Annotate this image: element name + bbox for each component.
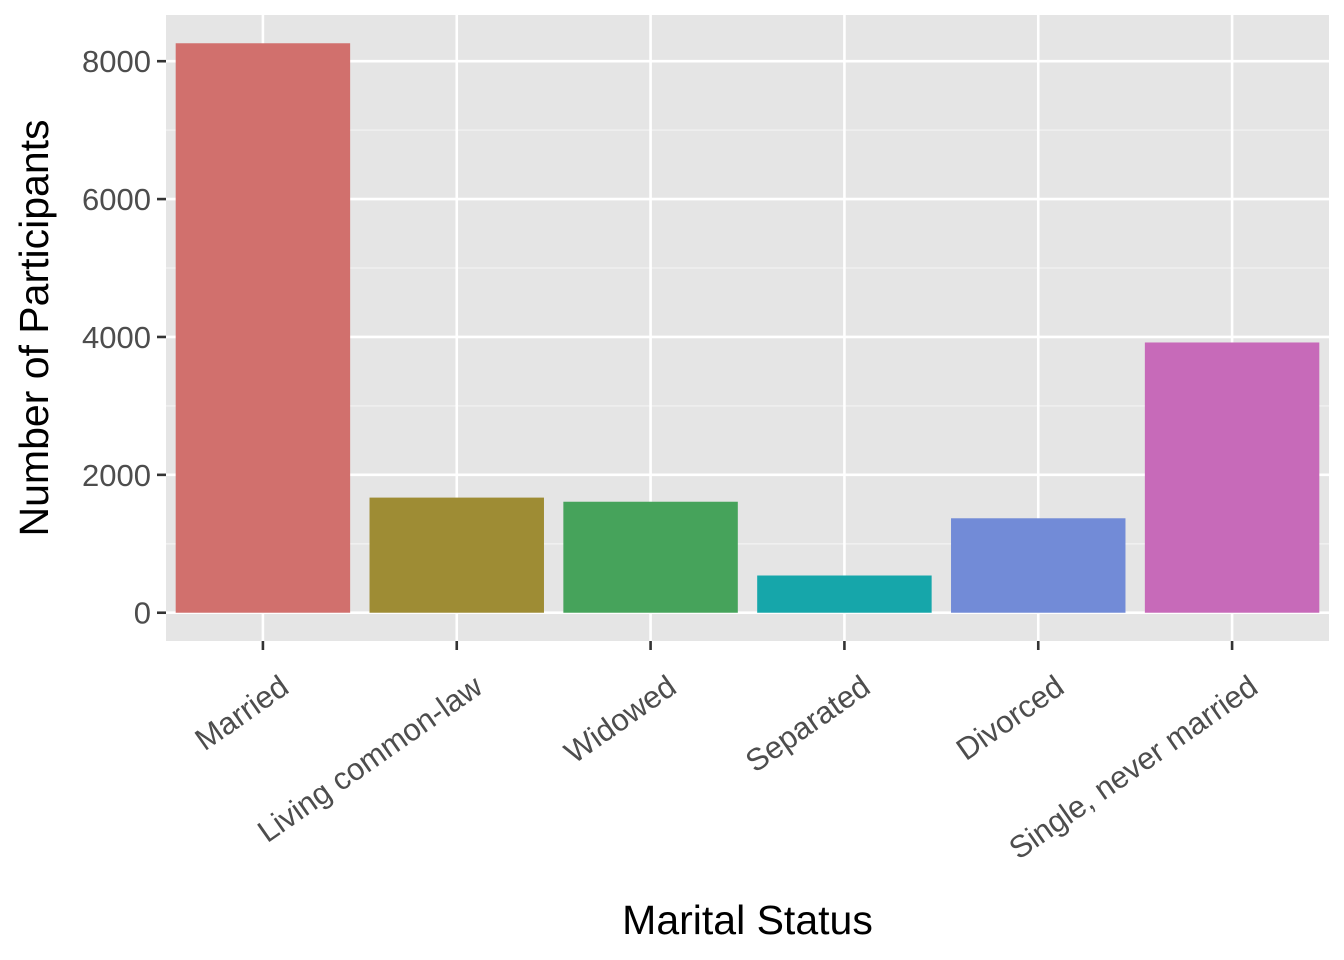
- x-tick-label: Widowed: [558, 668, 683, 770]
- y-axis: 0 2000 4000 6000 8000: [82, 44, 166, 631]
- bar-divorced: [951, 518, 1126, 613]
- y-axis-title: Number of Participants: [11, 119, 57, 536]
- bars: [175, 43, 1320, 613]
- y-tick-label: 8000: [82, 44, 151, 79]
- bar-living-common-law: [369, 497, 544, 613]
- bar-single-never-married: [1144, 342, 1320, 613]
- y-tick-label: 0: [134, 596, 151, 631]
- bar-widowed: [563, 501, 738, 613]
- minor-gridlines: [166, 129, 1329, 545]
- bar-married: [175, 43, 351, 613]
- x-tick-label: Divorced: [950, 668, 1070, 767]
- y-tick-label: 4000: [82, 320, 151, 355]
- y-tick-label: 6000: [82, 182, 151, 217]
- y-tick-label: 2000: [82, 458, 151, 493]
- x-axis-title: Marital Status: [622, 897, 873, 943]
- bar-separated: [757, 575, 932, 613]
- x-tick-label: Separated: [739, 668, 876, 779]
- plot-panel: [166, 15, 1329, 641]
- x-tick-label: Married: [189, 668, 295, 757]
